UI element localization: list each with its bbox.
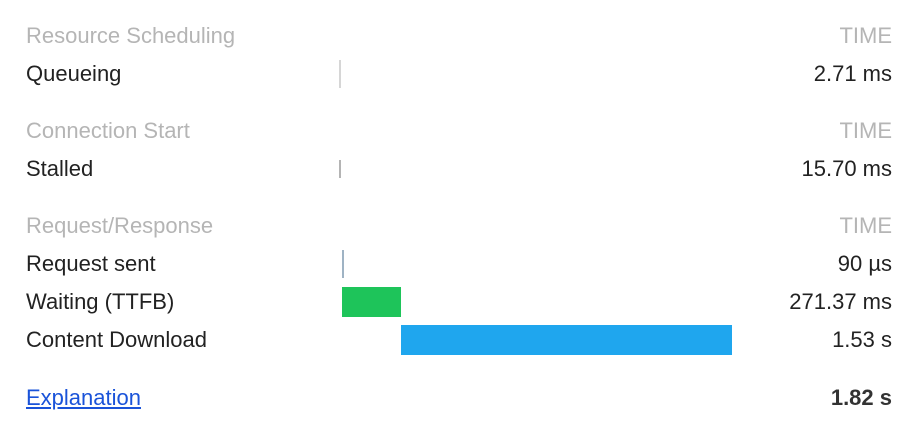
row-label-request-sent: Request sent xyxy=(26,251,156,276)
row-label-content-download: Content Download xyxy=(26,327,208,352)
section-title-connection-start: Connection Start xyxy=(26,118,190,143)
time-column-header: TIME xyxy=(839,23,892,48)
section-title-resource-scheduling: Resource Scheduling xyxy=(26,23,236,48)
time-column-header: TIME xyxy=(839,213,892,238)
explanation-link[interactable]: Explanation xyxy=(26,385,141,410)
row-label-queueing: Queueing xyxy=(26,61,122,86)
row-label-waiting-ttfb: Waiting (TTFB) xyxy=(26,289,175,314)
section-title-request-response: Request/Response xyxy=(26,213,214,238)
content-download-timing-bar xyxy=(401,325,732,355)
row-value-waiting-ttfb: 271.37 ms xyxy=(789,289,892,314)
row-value-request-sent: 90 µs xyxy=(837,251,892,276)
row-value-queueing: 2.71 ms xyxy=(813,61,892,86)
queueing-timing-bar xyxy=(339,60,341,88)
time-column-header: TIME xyxy=(839,118,892,143)
row-label-stalled: Stalled xyxy=(26,156,94,181)
waiting-ttfb-timing-bar xyxy=(342,287,401,317)
stalled-timing-bar xyxy=(339,160,341,178)
total-time: 1.82 s xyxy=(830,385,892,410)
row-value-content-download: 1.53 s xyxy=(832,327,892,352)
request-sent-timing-bar xyxy=(342,250,344,278)
row-value-stalled: 15.70 ms xyxy=(801,156,893,181)
